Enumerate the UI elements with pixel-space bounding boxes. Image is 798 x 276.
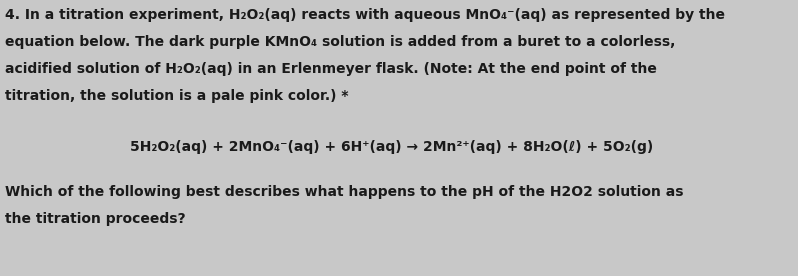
Text: 5H₂O₂(aq) + 2MnO₄⁻(aq) + 6H⁺(aq) → 2Mn²⁺(aq) + 8H₂O(ℓ) + 5O₂(g): 5H₂O₂(aq) + 2MnO₄⁻(aq) + 6H⁺(aq) → 2Mn²⁺…: [130, 140, 654, 154]
Text: 4. In a titration experiment, H₂O₂(aq) reacts with aqueous MnO₄⁻(aq) as represen: 4. In a titration experiment, H₂O₂(aq) r…: [5, 8, 725, 22]
Text: the titration proceeds?: the titration proceeds?: [5, 212, 186, 226]
Text: Which of the following best describes what happens to the pH of the H2O2 solutio: Which of the following best describes wh…: [5, 185, 684, 199]
Text: titration, the solution is a pale pink color.) *: titration, the solution is a pale pink c…: [5, 89, 349, 103]
Text: acidified solution of H₂O₂(aq) in an Erlenmeyer flask. (Note: At the end point o: acidified solution of H₂O₂(aq) in an Erl…: [5, 62, 657, 76]
Text: equation below. The dark purple KMnO₄ solution is added from a buret to a colorl: equation below. The dark purple KMnO₄ so…: [5, 35, 675, 49]
